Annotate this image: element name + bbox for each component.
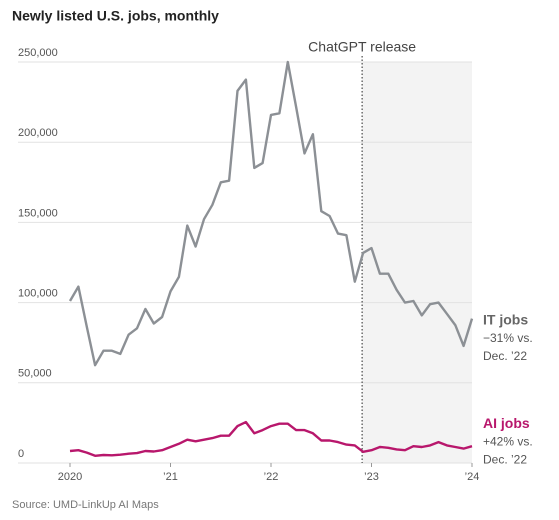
annotation: ChatGPT release (308, 39, 416, 55)
y-tick-label: 50,000 (18, 368, 52, 380)
y-tick-label: 150,000 (18, 207, 58, 219)
series-note: Dec. ’22 (483, 349, 527, 363)
x-tick-label: ’23 (364, 471, 379, 483)
line (68, 60, 474, 367)
source: Source: UMD-LinkUp AI Maps (12, 499, 159, 511)
line (69, 420, 473, 457)
y-tick-label: 100,000 (18, 288, 58, 300)
series-note: Dec. ’22 (483, 452, 527, 466)
legend-label: IT jobs (483, 311, 528, 327)
series-note: −31% vs. (483, 331, 533, 345)
series-note: +42% vs. (483, 434, 533, 448)
y-tick-label: 250,000 (18, 47, 58, 59)
x-tick-label: ’21 (163, 471, 178, 483)
x-tick-label: ’24 (465, 471, 480, 483)
y-tick-label: 200,000 (18, 127, 58, 139)
legend-label: AI jobs (483, 415, 530, 431)
chart-title: Newly listed U.S. jobs, monthly (12, 8, 219, 24)
x-tick-label: 2020 (58, 471, 82, 483)
y-tick-label: 0 (18, 448, 24, 460)
shaded-region (362, 62, 472, 463)
x-tick-label: ’22 (264, 471, 279, 483)
